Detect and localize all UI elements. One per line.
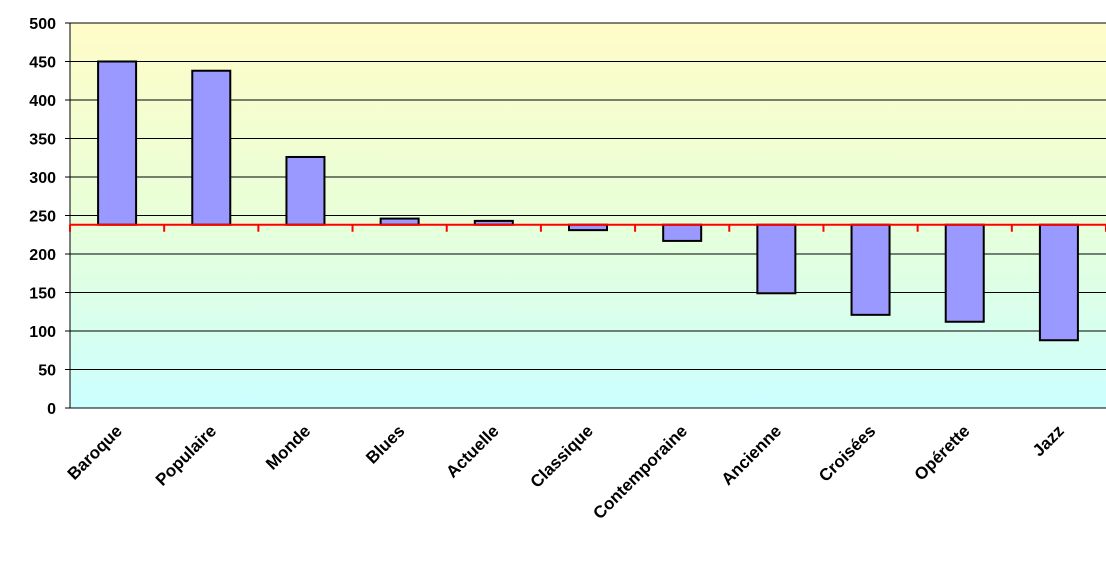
bar-populaire [191, 69, 232, 226]
category-label: Populaire [152, 421, 220, 489]
bars [97, 60, 1079, 342]
category-label: Classique [527, 421, 597, 491]
bar-op-rette [944, 223, 985, 323]
y-tick-label: 450 [29, 55, 56, 72]
bar-ancienne [756, 223, 797, 295]
y-tick-labels: 0 50 100 150 200 250 300 350 400 450 500 [29, 16, 56, 418]
y-tick-label: 300 [29, 170, 56, 187]
category-labels: Baroque Populaire Monde Blues Actuelle Classi… [64, 421, 1068, 523]
category-label: Baroque [64, 421, 126, 483]
bar-contemporaine [662, 223, 703, 242]
category-label: Croisées [815, 421, 879, 485]
y-tick-label: 200 [29, 247, 56, 264]
bar-monde [285, 155, 326, 226]
category-label: Contemporaine [589, 421, 691, 523]
bar-jazz [1038, 223, 1079, 342]
baseline [69, 223, 1106, 232]
category-label: Actuelle [442, 421, 502, 481]
y-tick-label: 150 [29, 286, 56, 303]
y-tick-label: 350 [29, 132, 56, 149]
y-tick-label: 400 [29, 93, 56, 110]
category-label: Blues [362, 421, 408, 467]
bar-crois-es [850, 223, 891, 316]
category-label: Opérette [911, 421, 974, 484]
category-label: Jazz [1029, 421, 1068, 460]
category-label: Monde [262, 421, 314, 473]
y-tick-label: 0 [47, 401, 56, 418]
y-tick-label: 100 [29, 324, 56, 341]
bar-baroque [97, 60, 138, 226]
y-tick-label: 250 [29, 209, 56, 226]
axes [65, 22, 1106, 409]
y-tick-label: 50 [38, 363, 56, 380]
category-label: Ancienne [718, 421, 786, 489]
y-tick-label: 500 [29, 16, 56, 33]
gridlines [70, 22, 1106, 370]
